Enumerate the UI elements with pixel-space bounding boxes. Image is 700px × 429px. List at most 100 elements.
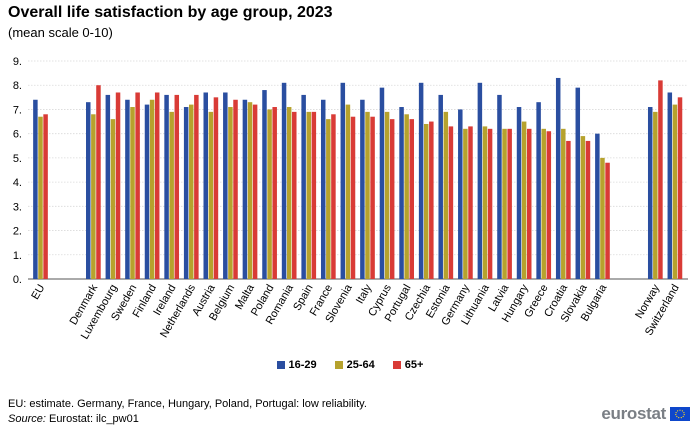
bar-65-plus-ireland xyxy=(174,94,180,280)
bar-25-64-romania xyxy=(286,107,292,280)
bar-65-plus-poland xyxy=(272,107,277,280)
bar-25-64-poland xyxy=(267,109,272,279)
bar-65-plus-latvia xyxy=(507,128,512,279)
bar-16-29-romania xyxy=(281,82,287,279)
bar-16-29-portugal xyxy=(399,107,404,280)
legend-item-65-plus: 65+ xyxy=(392,359,424,371)
bar-25-64-luxembourg xyxy=(110,119,116,279)
bar-16-29-luxembourg xyxy=(105,94,111,280)
legend-label-25-64: 25-64 xyxy=(346,359,375,371)
bar-65-plus-luxembourg xyxy=(115,92,121,279)
bar-65-plus-czechia xyxy=(429,121,434,279)
bar-65-plus-malta xyxy=(252,104,258,279)
bar-65-plus-belgium xyxy=(233,99,238,279)
y-tick-label: 1. xyxy=(13,250,22,262)
bar-16-29-bulgaria xyxy=(595,133,600,279)
chart-title: Overall life satisfaction by age group, … xyxy=(8,4,333,21)
bar-16-29-poland xyxy=(262,90,267,279)
bar-25-64-finland xyxy=(149,99,155,279)
bar-16-29-croatia xyxy=(555,77,561,279)
y-tick-label: 6. xyxy=(13,129,22,141)
bar-65-plus-cyprus xyxy=(389,119,395,279)
bar-16-29-france xyxy=(320,99,326,279)
bar-65-plus-bulgaria xyxy=(605,162,610,279)
y-tick-label: 0. xyxy=(13,274,22,286)
bar-25-64-estonia xyxy=(443,111,449,279)
bar-25-64-austria xyxy=(208,111,214,279)
bar-65-plus-lithuania xyxy=(487,128,493,279)
bar-25-64-bulgaria xyxy=(600,157,605,279)
bar-65-plus-slovenia xyxy=(350,116,356,279)
bar-65-plus-france xyxy=(331,114,336,280)
bar-25-64-spain xyxy=(306,111,311,279)
bar-65-plus-estonia xyxy=(448,126,454,280)
logo-text: eurostat xyxy=(601,404,666,423)
bar-16-29-spain xyxy=(301,94,306,280)
footnote: EU: estimate. Germany, France, Hungary, … xyxy=(8,398,367,410)
legend-label-16-29: 16-29 xyxy=(288,359,317,371)
bar-65-plus-switzerland xyxy=(677,97,683,279)
bar-25-64-greece xyxy=(541,128,546,279)
y-tick-label: 4. xyxy=(13,177,22,189)
bar-25-64-lithuania xyxy=(482,126,488,280)
bar-16-29-slovakia xyxy=(575,87,581,280)
legend-swatch-16-29 xyxy=(276,361,285,369)
bar-16-29-belgium xyxy=(223,92,228,279)
bar-25-64-eu xyxy=(38,116,43,279)
bar-25-64-denmark xyxy=(91,114,96,280)
bar-65-plus-netherlands xyxy=(194,94,199,280)
bar-65-plus-slovakia xyxy=(585,140,591,279)
bar-16-29-switzerland xyxy=(667,92,673,279)
bar-16-29-hungary xyxy=(516,107,522,280)
bar-16-29-ireland xyxy=(164,94,169,280)
bar-16-29-germany xyxy=(458,109,463,279)
bar-16-29-finland xyxy=(144,104,150,279)
eurostat-logo: eurostat xyxy=(601,404,690,424)
bar-25-64-croatia xyxy=(561,128,566,279)
bar-25-64-france xyxy=(326,119,331,279)
chart-subtitle: (mean scale 0-10) xyxy=(8,25,113,40)
bar-65-plus-hungary xyxy=(526,128,532,279)
source-text: Eurostat: ilc_pw01 xyxy=(45,413,139,425)
bar-65-plus-sweden xyxy=(135,92,140,279)
bar-25-64-ireland xyxy=(169,111,174,279)
bar-25-64-czechia xyxy=(423,123,429,279)
y-tick-label: 5. xyxy=(13,153,22,165)
bar-65-plus-austria xyxy=(213,97,219,279)
y-tick-label: 2. xyxy=(13,226,22,238)
bar-65-plus-croatia xyxy=(566,140,571,279)
x-axis-labels: EU DenmarkLuxembourgSwedenFinlandIrelandN… xyxy=(29,282,681,342)
bar-25-64-slovakia xyxy=(580,136,586,279)
y-tick-label: 8. xyxy=(13,80,22,92)
bar-25-64-belgium xyxy=(228,107,233,280)
bar-65-plus-denmark xyxy=(96,85,101,279)
bar-16-29-norway xyxy=(647,107,653,280)
bar-65-plus-eu xyxy=(43,114,48,280)
bar-16-29-cyprus xyxy=(379,87,385,280)
bar-65-plus-germany xyxy=(468,126,473,280)
bar-16-29-estonia xyxy=(438,94,443,280)
legend: 16-29 25-64 65+ xyxy=(0,359,700,371)
bar-16-29-latvia xyxy=(497,94,502,280)
bar-25-64-norway xyxy=(653,111,658,279)
bar-25-64-cyprus xyxy=(384,111,390,279)
legend-swatch-25-64 xyxy=(334,361,343,369)
bar-16-29-czechia xyxy=(418,82,424,279)
legend-swatch-65-plus xyxy=(392,361,401,369)
bar-16-29-slovenia xyxy=(340,82,346,279)
bar-25-64-switzerland xyxy=(672,104,678,279)
source-line: Source: Eurostat: ilc_pw01 xyxy=(8,413,139,425)
bars xyxy=(33,77,683,280)
bar-25-64-sweden xyxy=(130,107,135,280)
bar-65-plus-romania xyxy=(292,111,297,279)
x-tick-label: EU xyxy=(29,282,47,301)
bar-65-plus-finland xyxy=(154,92,160,279)
legend-label-65-plus: 65+ xyxy=(404,359,424,371)
bar-16-29-lithuania xyxy=(477,82,483,279)
legend-item-16-29: 16-29 xyxy=(276,359,317,371)
source-label: Source: xyxy=(8,413,46,425)
bar-16-29-austria xyxy=(203,92,208,279)
y-tick-label: 3. xyxy=(13,201,22,213)
bar-25-64-hungary xyxy=(521,121,527,279)
